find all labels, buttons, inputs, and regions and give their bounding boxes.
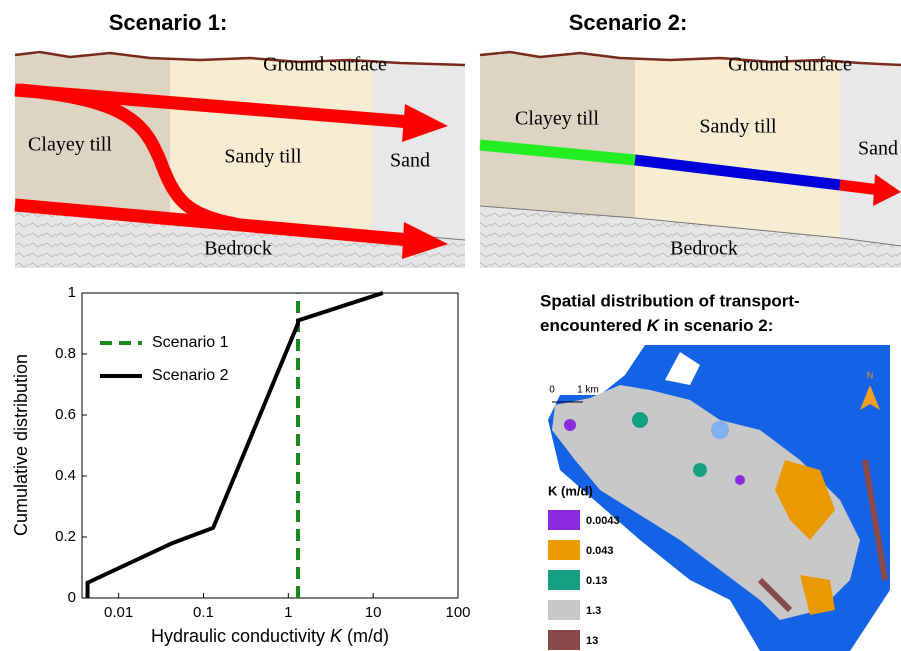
label: Sand (390, 150, 430, 172)
legend-label: Scenario 2 (152, 367, 229, 384)
panel-title: Scenario 1: (109, 10, 228, 35)
patch (735, 475, 745, 485)
label: Clayey till (28, 134, 112, 156)
series-line (88, 293, 383, 598)
map-panel: Spatial distribution of transport- encou… (540, 291, 890, 651)
scale-label: 1 km (577, 385, 599, 396)
sandy-layer (635, 55, 840, 238)
figure: Scenario 1: Ground surface Clayey till S… (0, 0, 901, 651)
panel-title: Scenario 2: (569, 10, 688, 35)
y-tick-label: 0.6 (55, 406, 76, 423)
label: Clayey till (515, 108, 599, 130)
y-tick-label: 0.8 (55, 345, 76, 362)
north-label: N (867, 370, 874, 380)
legend-swatch (548, 510, 580, 530)
patch (693, 463, 707, 477)
patch (564, 419, 576, 431)
x-tick-label: 0.1 (193, 604, 214, 621)
x-axis-label: Hydraulic conductivity K (m/d) (151, 626, 389, 646)
label: Bedrock (204, 238, 272, 260)
map-title: encountered K in scenario 2: (540, 316, 773, 335)
x-tick-label: 100 (445, 604, 470, 621)
patch (711, 421, 729, 439)
x-tick-label: 10 (365, 604, 382, 621)
legend-swatch (548, 630, 580, 650)
y-tick-label: 0.2 (55, 528, 76, 545)
legend-label: 13 (586, 635, 598, 647)
y-tick-label: 0.4 (55, 467, 76, 484)
scale-label: 0 (549, 385, 555, 396)
patch (632, 412, 648, 428)
x-tick-label: 0.01 (104, 604, 133, 621)
label: Ground surface (728, 54, 852, 76)
sand-layer (372, 55, 465, 240)
legend-swatch (548, 540, 580, 560)
label: Sand (858, 138, 898, 160)
y-tick-label: 0 (68, 589, 76, 606)
scenario-1-diagram: Scenario 1: Ground surface Clayey till S… (15, 10, 465, 268)
label: Sandy till (224, 146, 302, 168)
legend-label: 0.043 (586, 545, 614, 557)
legend-swatch (548, 570, 580, 590)
y-axis-label: Cumulative distribution (11, 354, 31, 536)
scenario-2-diagram: Scenario 2: Ground surface Clayey till S… (480, 10, 901, 268)
sandy-layer (170, 55, 372, 232)
legend-swatch (548, 600, 580, 620)
clay-layer (480, 55, 635, 218)
legend-title: K (m/d) (548, 483, 593, 498)
legend-label: 0.0043 (586, 515, 620, 527)
path-sand (840, 185, 880, 190)
plot-frame (82, 293, 458, 598)
legend-label: 0.13 (586, 575, 607, 587)
map-title: Spatial distribution of transport- (540, 291, 800, 310)
label: Sandy till (699, 116, 777, 138)
x-tick-label: 1 (284, 604, 292, 621)
legend-label: 1.3 (586, 605, 601, 617)
legend-label: Scenario 1 (152, 334, 229, 351)
label: Bedrock (670, 238, 738, 260)
label: Ground surface (263, 54, 387, 76)
y-tick-label: 1 (68, 284, 76, 301)
